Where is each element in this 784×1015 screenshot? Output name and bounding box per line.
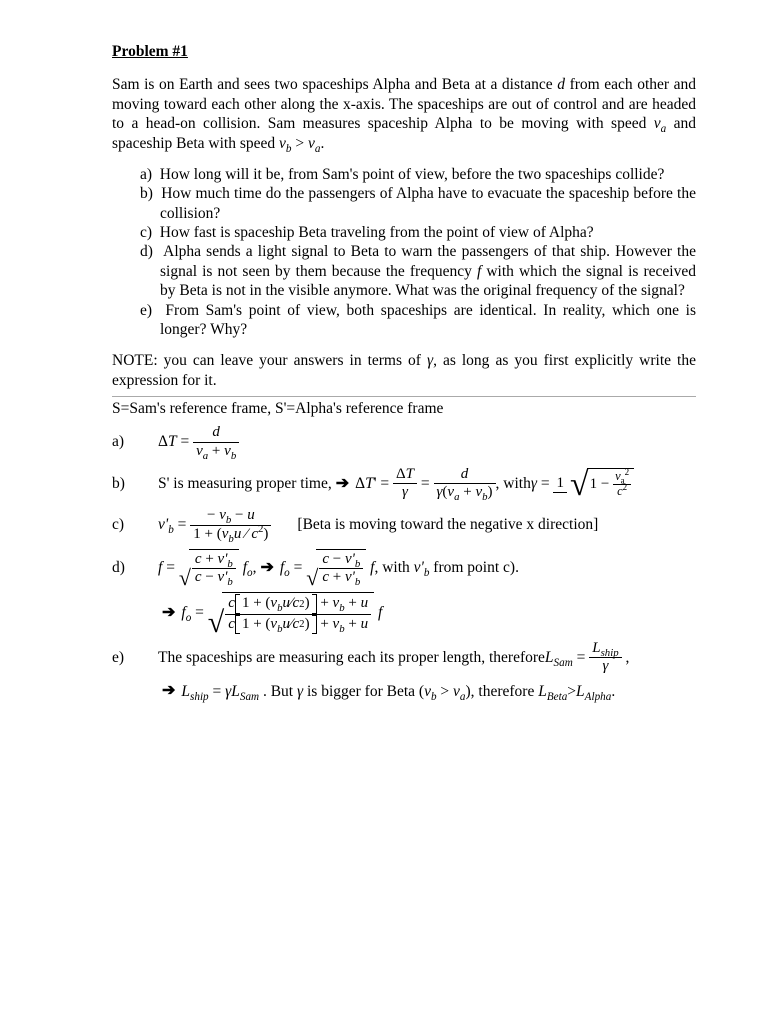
sol-b: b) S' is measuring proper time, ➔ ΔT' = …	[112, 466, 696, 502]
q-e: e) From Sam's point of view, both spaces…	[140, 301, 696, 340]
question-list: a) How long will it be, from Sam's point…	[112, 165, 696, 339]
q-b: b) How much time do the passengers of Al…	[140, 184, 696, 223]
frames-line: S=Sam's reference frame, S'=Alpha's refe…	[112, 399, 696, 418]
sol-a: a) ΔT = dva + vb	[112, 424, 696, 460]
sol-d-1: d) f = √ c + v'bc − v'b fo, ➔ fo = √ c −…	[112, 549, 696, 587]
separator	[112, 396, 696, 397]
q-c: c) How fast is spaceship Beta traveling …	[140, 223, 696, 242]
sol-e-2: ➔ Lship = γLSam . But γ is bigger for Be…	[158, 681, 696, 701]
problem-intro: Sam is on Earth and sees two spaceships …	[112, 75, 696, 153]
problem-title: Problem #1	[112, 42, 696, 61]
sol-e-1: e) The spaceships are measuring each its…	[112, 640, 696, 676]
q-a: a) How long will it be, from Sam's point…	[140, 165, 696, 184]
q-d: d) Alpha sends a light signal to Beta to…	[140, 242, 696, 300]
note: NOTE: you can leave your answers in term…	[112, 351, 696, 390]
sol-d-2: ➔ fo = √ c1 + (vbu ⁄ c2) + vb + u c1 + (…	[158, 592, 696, 634]
sol-c: c) v'b = − vb − u1 + (vbu ⁄ c2) [Beta is…	[112, 507, 696, 543]
solution: S=Sam's reference frame, S'=Alpha's refe…	[112, 399, 696, 701]
